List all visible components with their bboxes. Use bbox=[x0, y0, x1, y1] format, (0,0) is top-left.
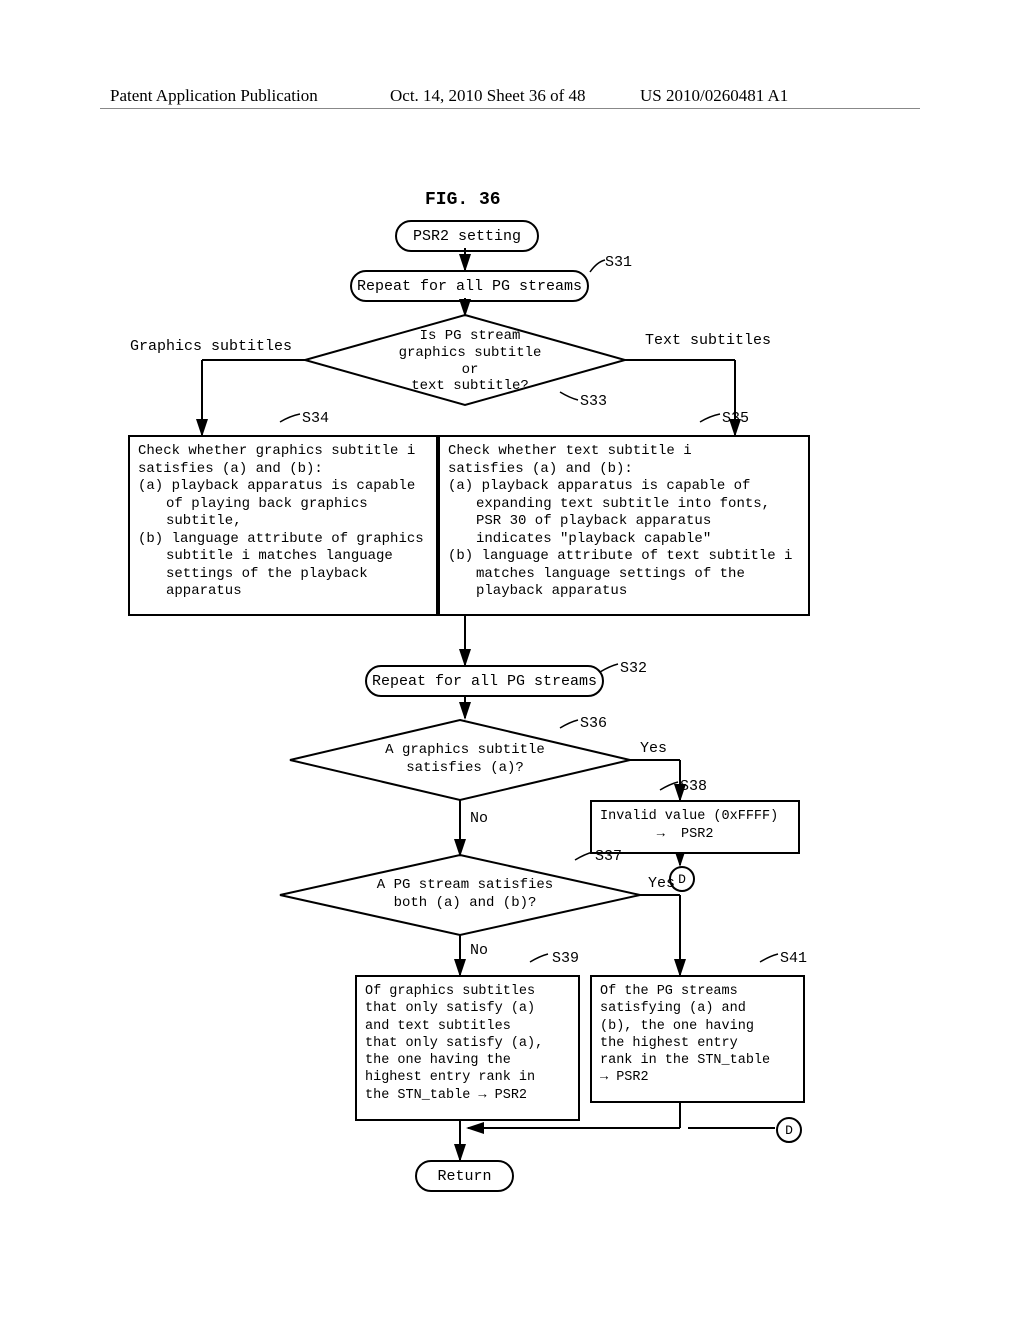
node-check-graphics: Check whether graphics subtitle i satisf… bbox=[128, 435, 438, 616]
node-loop-top: Repeat for all PG streams bbox=[350, 270, 589, 302]
step-s35: S35 bbox=[722, 410, 749, 427]
decision-ab-text: A PG stream satisfies both (a) and (b)? bbox=[370, 877, 560, 912]
node-return: Return bbox=[415, 1160, 514, 1192]
step-s38: S38 bbox=[680, 778, 707, 795]
decision-type-right: Text subtitles bbox=[645, 332, 771, 349]
svg-layer bbox=[0, 0, 1024, 1320]
decision-type-text: Is PG stream graphics subtitle or text s… bbox=[390, 328, 550, 395]
step-s34: S34 bbox=[302, 410, 329, 427]
node-loop-bottom: Repeat for all PG streams bbox=[365, 665, 604, 697]
node-return-label: Return bbox=[437, 1168, 491, 1185]
decision-a-no: No bbox=[470, 810, 488, 827]
header-rule bbox=[100, 108, 920, 109]
header-left: Patent Application Publication bbox=[110, 86, 318, 106]
step-s39: S39 bbox=[552, 950, 579, 967]
decision-a-text: A graphics subtitle satisfies (a)? bbox=[375, 742, 555, 777]
step-s41: S41 bbox=[780, 950, 807, 967]
step-s33: S33 bbox=[580, 393, 607, 410]
page-root: Patent Application Publication Oct. 14, … bbox=[0, 0, 1024, 1320]
node-only-a: Of graphics subtitles that only satisfy … bbox=[355, 975, 580, 1121]
loop-bottom-label: Repeat for all PG streams bbox=[372, 673, 597, 690]
decision-type-left: Graphics subtitles bbox=[130, 338, 292, 355]
decision-ab-yes: Yes bbox=[648, 875, 675, 892]
header-right: US 2010/0260481 A1 bbox=[640, 86, 788, 106]
connector-d2: D bbox=[776, 1117, 802, 1143]
step-s36: S36 bbox=[580, 715, 607, 732]
node-start: PSR2 setting bbox=[395, 220, 539, 252]
loop-top-label: Repeat for all PG streams bbox=[357, 278, 582, 295]
header-center: Oct. 14, 2010 Sheet 36 of 48 bbox=[390, 86, 585, 106]
step-s32: S32 bbox=[620, 660, 647, 677]
step-s31: S31 bbox=[605, 254, 632, 271]
step-s37: S37 bbox=[595, 848, 622, 865]
node-start-label: PSR2 setting bbox=[413, 228, 521, 245]
node-both: Of the PG streams satisfying (a) and (b)… bbox=[590, 975, 805, 1103]
node-check-text: Check whether text subtitle i satisfies … bbox=[438, 435, 810, 616]
decision-a-yes: Yes bbox=[640, 740, 667, 757]
node-invalid: Invalid value (0xFFFF) → PSR2 bbox=[590, 800, 800, 854]
figure-title: FIG. 36 bbox=[425, 190, 501, 210]
decision-ab-no: No bbox=[470, 942, 488, 959]
